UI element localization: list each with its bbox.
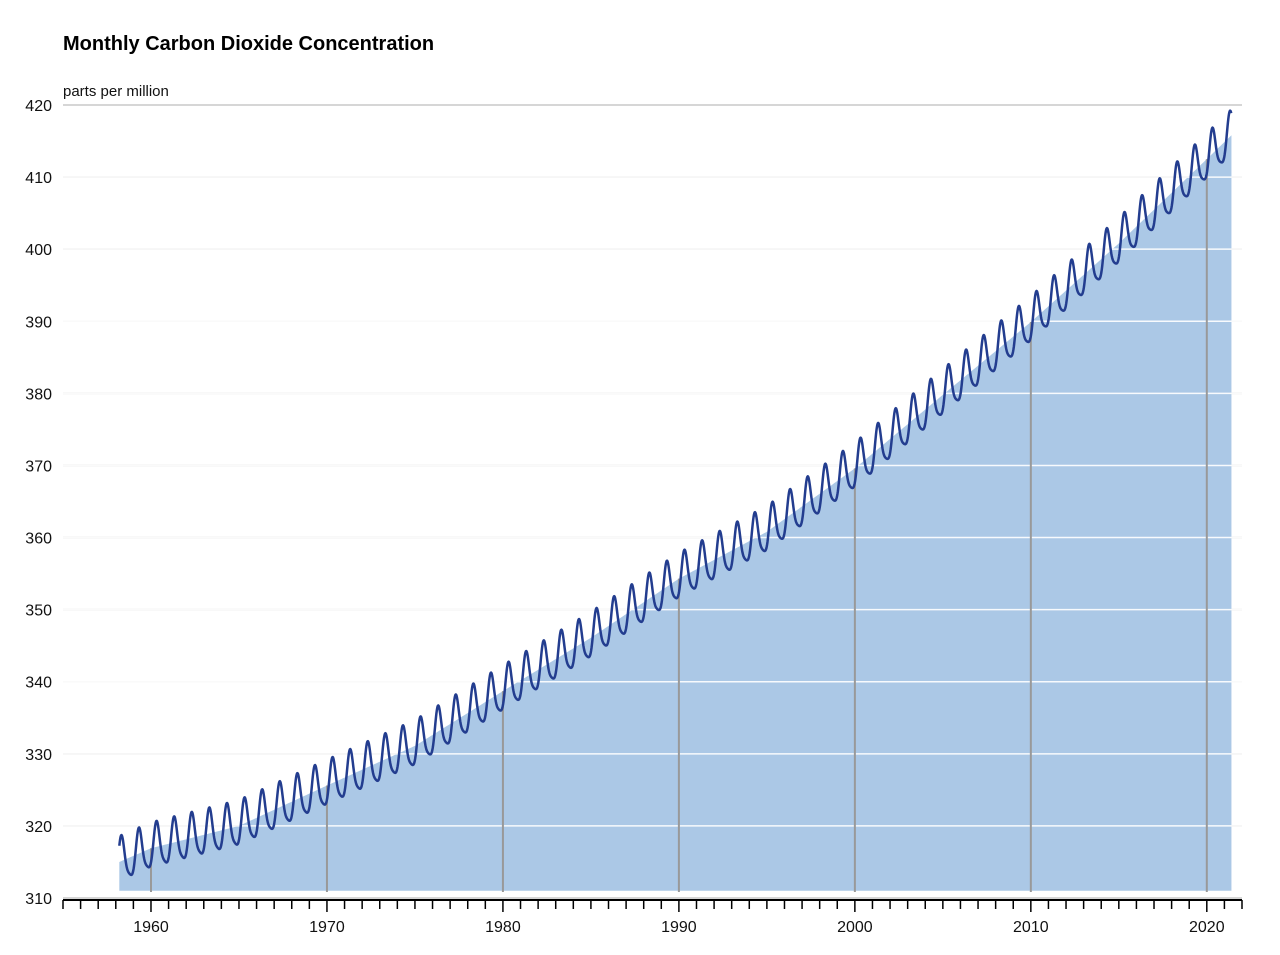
x-axis: 1960 1970 1980 1990 2000 2010 2020 [62,899,1243,936]
chart-title: Monthly Carbon Dioxide Concentration [63,33,434,55]
x-tick-label-2000: 2000 [837,919,873,936]
annual-area-layer [63,135,1242,891]
y-tick-label-380: 380 [25,386,52,403]
monthly-co2-line [118,109,1233,877]
y-tick-label-410: 410 [25,170,52,187]
y-tick-label-420: 420 [25,98,52,115]
y-tick-label-390: 390 [25,314,52,331]
monthly-line-layer [118,109,1233,877]
x-tick-label-1970: 1970 [309,919,345,936]
y-tick-label-400: 400 [25,242,52,259]
x-tick-label-1960: 1960 [133,919,169,936]
decade-markers [149,159,1208,892]
y-axis-unit-label: parts per million [63,83,169,100]
y-tick-label-320: 320 [25,819,52,836]
y-tick-label-340: 340 [25,675,52,692]
x-tick-label-2010: 2010 [1013,919,1049,936]
x-tick-label-1980: 1980 [485,919,521,936]
y-tick-label-310: 310 [25,891,52,908]
y-tick-label-370: 370 [25,458,52,475]
y-tick-label-330: 330 [25,747,52,764]
y-tick-label-360: 360 [25,531,52,548]
x-tick-label-1990: 1990 [661,919,697,936]
annual-area [119,135,1232,891]
y-axis: 310 320 330 340 350 360 370 380 390 400 410 420 [25,98,52,908]
y-tick-label-350: 350 [25,603,52,620]
x-tick-label-2020: 2020 [1189,919,1225,936]
